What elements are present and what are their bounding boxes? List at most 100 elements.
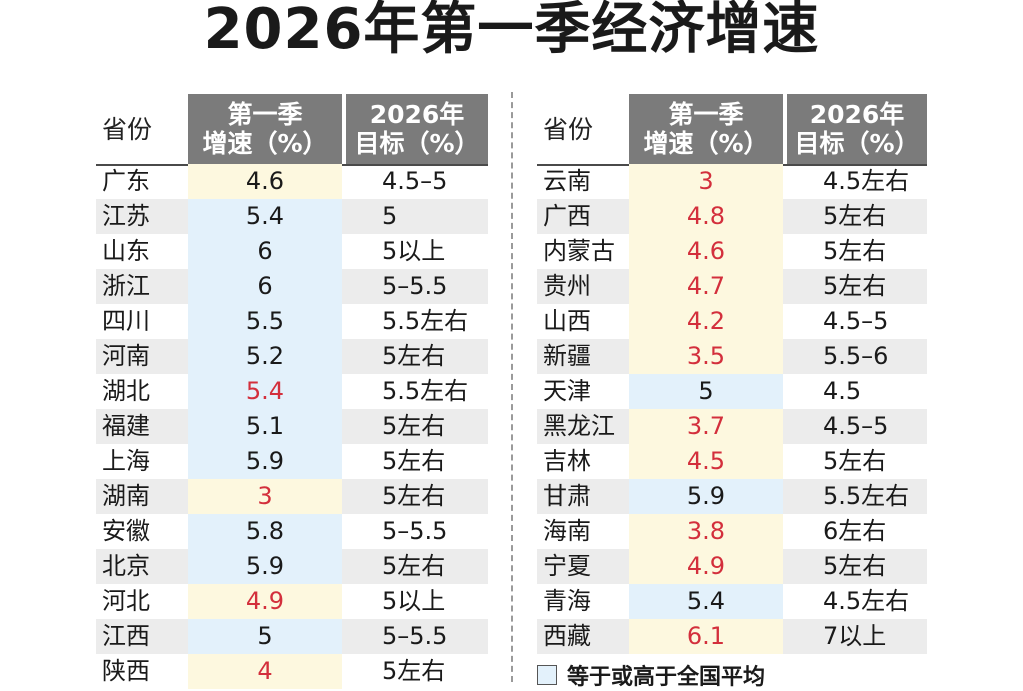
target-cell: 4.5左右 bbox=[823, 167, 910, 195]
table-row: 安徽 5.8 5–5.5 bbox=[96, 514, 488, 549]
table-row: 四川 5.5 5.5左右 bbox=[96, 304, 488, 339]
target-cell: 5左右 bbox=[823, 447, 887, 475]
province-cell: 广东 bbox=[102, 167, 150, 195]
province-cell: 四川 bbox=[102, 307, 150, 335]
growth-cell: 4.5 bbox=[629, 444, 783, 479]
table-row: 海南 3.8 6左右 bbox=[537, 514, 927, 549]
table-row: 新疆 3.5 5.5–6 bbox=[537, 339, 927, 374]
table-row: 云南 3 4.5左右 bbox=[537, 164, 927, 199]
target-cell: 4.5–5 bbox=[382, 167, 448, 195]
province-cell: 北京 bbox=[102, 552, 150, 580]
province-cell: 山西 bbox=[543, 307, 591, 335]
target-cell: 5–5.5 bbox=[382, 517, 448, 545]
province-cell: 新疆 bbox=[543, 342, 591, 370]
target-cell: 5–5.5 bbox=[382, 622, 448, 650]
target-cell: 4.5 bbox=[823, 377, 862, 405]
growth-cell: 4.6 bbox=[629, 234, 783, 269]
province-cell: 安徽 bbox=[102, 517, 150, 545]
target-cell: 6左右 bbox=[823, 517, 887, 545]
growth-cell: 5.8 bbox=[188, 514, 342, 549]
target-cell: 4.5左右 bbox=[823, 587, 910, 615]
growth-cell: 3 bbox=[629, 164, 783, 199]
table-row: 山东 6 5以上 bbox=[96, 234, 488, 269]
province-cell: 江西 bbox=[102, 622, 150, 650]
growth-cell: 5.4 bbox=[629, 584, 783, 619]
province-cell: 江苏 bbox=[102, 202, 150, 230]
table-row: 贵州 4.7 5左右 bbox=[537, 269, 927, 304]
header-target: 2026年 目标（%） bbox=[787, 94, 927, 164]
table-row: 黑龙江 3.7 4.5–5 bbox=[537, 409, 927, 444]
target-cell: 5左右 bbox=[382, 342, 446, 370]
table-row: 广西 4.8 5左右 bbox=[537, 199, 927, 234]
growth-cell: 5 bbox=[188, 619, 342, 654]
target-cell: 5–5.5 bbox=[382, 272, 448, 300]
target-cell: 5左右 bbox=[823, 272, 887, 300]
legend-label: 等于或高于全国平均 bbox=[567, 665, 766, 690]
growth-cell: 5.4 bbox=[188, 199, 342, 234]
growth-cell: 4.8 bbox=[629, 199, 783, 234]
target-cell: 5左右 bbox=[382, 552, 446, 580]
growth-cell: 4.7 bbox=[629, 269, 783, 304]
legend-swatch bbox=[537, 665, 557, 685]
province-cell: 贵州 bbox=[543, 272, 591, 300]
table-row: 江西 5 5–5.5 bbox=[96, 619, 488, 654]
province-cell: 山东 bbox=[102, 237, 150, 265]
target-cell: 7以上 bbox=[823, 622, 887, 650]
left-table-header: 省份 第一季 增速（%） 2026年 目标（%） bbox=[96, 94, 488, 166]
table-row: 广东 4.6 4.5–5 bbox=[96, 164, 488, 199]
province-cell: 天津 bbox=[543, 377, 591, 405]
growth-cell: 5.1 bbox=[188, 409, 342, 444]
header-growth: 第一季 增速（%） bbox=[629, 94, 783, 164]
province-cell: 河北 bbox=[102, 587, 150, 615]
province-cell: 湖南 bbox=[102, 482, 150, 510]
table-row: 吉林 4.5 5左右 bbox=[537, 444, 927, 479]
growth-cell: 3 bbox=[188, 479, 342, 514]
legend: 等于或高于全国平均 bbox=[537, 664, 765, 690]
growth-cell: 4.6 bbox=[188, 164, 342, 199]
table-row: 山西 4.2 4.5–5 bbox=[537, 304, 927, 339]
target-cell: 5左右 bbox=[382, 657, 446, 685]
table-row: 河北 4.9 5以上 bbox=[96, 584, 488, 619]
table-row: 甘肃 5.9 5.5左右 bbox=[537, 479, 927, 514]
table-row: 湖北 5.4 5.5左右 bbox=[96, 374, 488, 409]
growth-cell: 3.7 bbox=[629, 409, 783, 444]
growth-cell: 5 bbox=[629, 374, 783, 409]
target-cell: 5以上 bbox=[382, 237, 446, 265]
growth-cell: 5.9 bbox=[188, 549, 342, 584]
table-row: 青海 5.4 4.5左右 bbox=[537, 584, 927, 619]
province-cell: 宁夏 bbox=[543, 552, 591, 580]
target-cell: 5 bbox=[382, 202, 398, 230]
target-cell: 5左右 bbox=[382, 447, 446, 475]
left-table: 省份 第一季 增速（%） 2026年 目标（%） 广东 4.6 4.5–5 江苏 5.4 5 山… bbox=[96, 94, 488, 689]
province-cell: 湖北 bbox=[102, 377, 150, 405]
target-cell: 5左右 bbox=[382, 412, 446, 440]
target-cell: 5.5左右 bbox=[382, 307, 469, 335]
growth-cell: 3.5 bbox=[629, 339, 783, 374]
province-cell: 黑龙江 bbox=[543, 412, 615, 440]
table-row: 北京 5.9 5左右 bbox=[96, 549, 488, 584]
province-cell: 甘肃 bbox=[543, 482, 591, 510]
province-cell: 陕西 bbox=[102, 657, 150, 685]
growth-cell: 4.9 bbox=[188, 584, 342, 619]
target-cell: 5左右 bbox=[823, 237, 887, 265]
right-table-body: 云南 3 4.5左右 广西 4.8 5左右 内蒙古 4.6 5左右 贵州 4.7 5左右 山西 4.2 4.… bbox=[537, 164, 927, 654]
chart-title: 2026年第一季经济增速 bbox=[203, 0, 820, 62]
header-growth-line1: 第一季 bbox=[227, 100, 303, 129]
header-growth: 第一季 增速（%） bbox=[188, 94, 342, 164]
target-cell: 5.5左右 bbox=[382, 377, 469, 405]
growth-cell: 4 bbox=[188, 654, 342, 689]
target-cell: 4.5–5 bbox=[823, 307, 889, 335]
province-cell: 海南 bbox=[543, 517, 591, 545]
table-row: 西藏 6.1 7以上 bbox=[537, 619, 927, 654]
growth-cell: 6 bbox=[188, 269, 342, 304]
province-cell: 云南 bbox=[543, 167, 591, 195]
table-row: 上海 5.9 5左右 bbox=[96, 444, 488, 479]
province-cell: 青海 bbox=[543, 587, 591, 615]
target-cell: 5.5–6 bbox=[823, 342, 889, 370]
growth-cell: 5.9 bbox=[629, 479, 783, 514]
right-table-header: 省份 第一季 增速（%） 2026年 目标（%） bbox=[537, 94, 927, 166]
growth-cell: 3.8 bbox=[629, 514, 783, 549]
table-row: 内蒙古 4.6 5左右 bbox=[537, 234, 927, 269]
header-target-line2: 目标（%） bbox=[354, 129, 480, 158]
target-cell: 5左右 bbox=[382, 482, 446, 510]
